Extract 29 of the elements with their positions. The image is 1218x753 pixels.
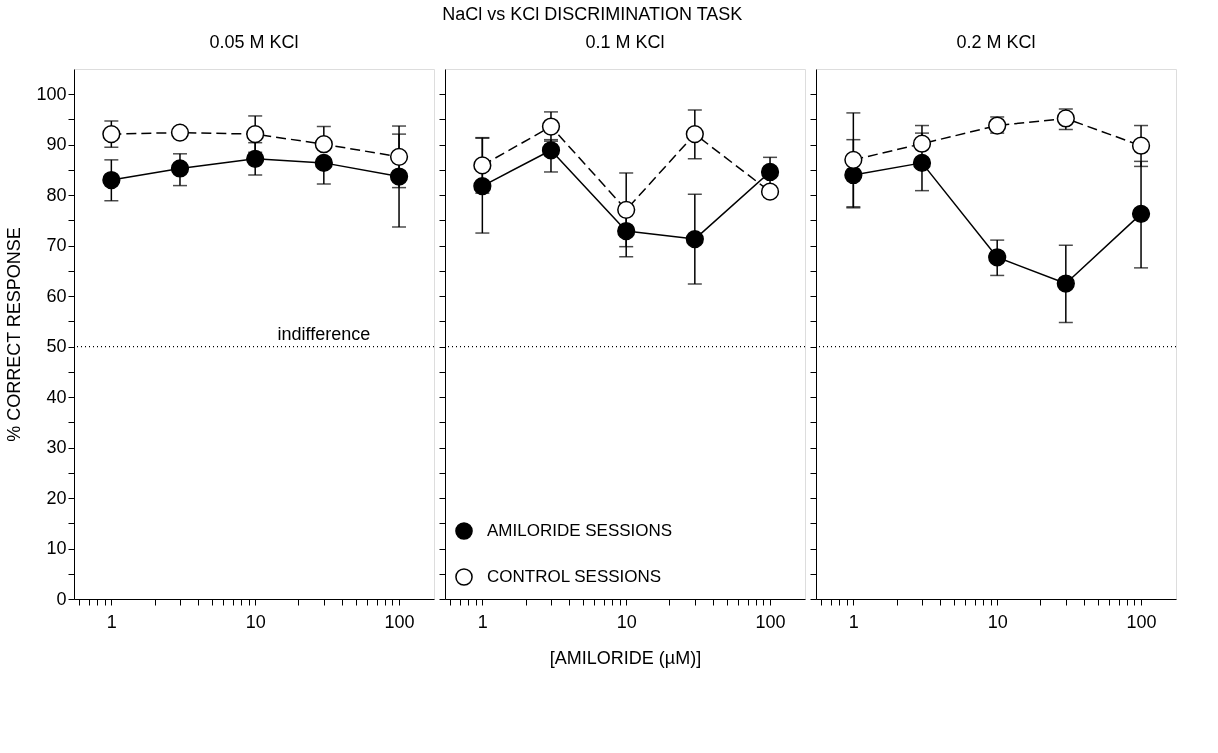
x-tick-label: 10 [987, 611, 1008, 632]
y-axis-title: % CORRECT RESPONSE [4, 227, 25, 442]
y-tick-label: 30 [46, 437, 67, 458]
legend-label: AMILORIDE SESSIONS [487, 521, 673, 540]
y-tick-label: 90 [46, 134, 67, 155]
y-tick-label: 80 [46, 184, 67, 205]
y-tick-label: 100 [36, 83, 67, 104]
legend-label: CONTROL SESSIONS [487, 567, 662, 586]
y-tick-label: 0 [56, 588, 67, 609]
y-tick-label: 70 [46, 235, 67, 256]
chart-subtitle: 0.2 M KCl [956, 32, 1036, 53]
x-tick-label: 1 [848, 611, 859, 632]
y-tick-label: 40 [46, 386, 67, 407]
y-tick-label: 60 [46, 285, 67, 306]
y-tick-label: 10 [46, 538, 67, 559]
chart-subtitle: 0.05 M KCl [209, 32, 299, 53]
x-tick-label: 1 [477, 611, 488, 632]
x-tick-label: 10 [245, 611, 266, 632]
y-tick-label: 50 [46, 336, 67, 357]
x-tick-label: 100 [384, 611, 415, 632]
x-tick-label: 100 [1126, 611, 1157, 632]
chart-title: NaCl vs KCl DISCRIMINATION TASK [442, 3, 743, 24]
x-tick-label: 1 [106, 611, 117, 632]
y-tick-label: 20 [46, 487, 67, 508]
chart-subtitle: 0.1 M KCl [585, 32, 665, 53]
x-tick-label: 10 [616, 611, 637, 632]
x-axis-title: [AMILORIDE (µM)] [549, 647, 702, 668]
x-tick-label: 100 [755, 611, 786, 632]
annotation: indifference [277, 323, 371, 344]
